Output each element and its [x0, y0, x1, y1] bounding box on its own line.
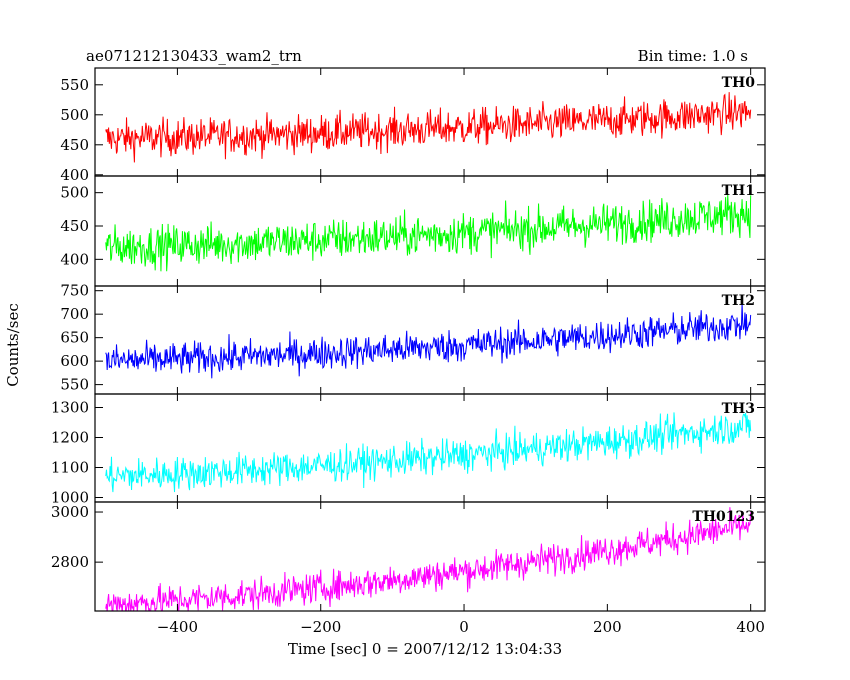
y-tick-label: 3000 [51, 503, 89, 521]
x-axis: −400 −200 0 200 400 [157, 618, 765, 636]
y-tick-label: 1100 [51, 459, 89, 477]
panel-frame [94, 501, 766, 612]
y-tick-label: 600 [60, 352, 89, 370]
y-tick-label: 650 [60, 329, 89, 347]
series-label-th1: TH1 [722, 183, 755, 199]
y-tick-label: 1300 [51, 399, 89, 417]
y-tick-label: 450 [60, 136, 89, 154]
y-tick-label: 1200 [51, 429, 89, 447]
series-line-th3 [105, 412, 752, 493]
y-tick-label: 500 [60, 106, 89, 124]
y-tick-label: 450 [60, 217, 89, 235]
x-axis-label: Time [sec] 0 = 2007/12/12 13:04:33 [288, 640, 562, 658]
chart-title: ae071212130433_wam2_trn [86, 47, 302, 65]
x-tick-label: −400 [157, 618, 198, 636]
x-tick-label: 0 [459, 618, 469, 636]
y-tick-label: 2800 [51, 553, 89, 571]
x-tick-label: −200 [300, 618, 341, 636]
x-tick-label: 200 [593, 618, 622, 636]
series-label-th3: TH3 [722, 401, 755, 417]
panel-frame [94, 285, 766, 395]
y-tick-label: 700 [60, 305, 89, 323]
y-tick-label: 400 [60, 166, 89, 184]
panel-th0123: 2800 3000 TH0123 [51, 501, 766, 612]
panel-th0: 400 450 500 550 TH0 [60, 67, 766, 184]
series-label-th0: TH0 [722, 75, 756, 91]
series-label-th2: TH2 [722, 293, 755, 309]
panels: 400 450 500 550 TH0 400 450 500 TH1 550 600 650 700 7… [51, 67, 766, 612]
y-tick-label: 550 [60, 376, 89, 394]
y-tick-label: 750 [60, 282, 89, 300]
series-line-th1 [105, 195, 752, 272]
bin-time-label: Bin time: 1.0 s [638, 47, 748, 65]
panel-frame [94, 175, 766, 287]
y-tick-label: 550 [60, 76, 89, 94]
series-line-th0 [105, 92, 752, 163]
x-tick-label: 400 [736, 618, 765, 636]
panel-th3: 1000 1100 1200 1300 TH3 [51, 393, 766, 507]
y-axis-label: Counts/sec [4, 303, 22, 387]
series-label-th0123: TH0123 [692, 509, 755, 525]
panel-th1: 400 450 500 TH1 [60, 175, 766, 287]
panel-frame [94, 393, 766, 503]
series-line-th2 [105, 302, 752, 379]
y-tick-label: 500 [60, 184, 89, 202]
panel-th2: 550 600 650 700 750 TH2 [60, 282, 766, 395]
y-tick-label: 1000 [51, 489, 89, 507]
y-tick-label: 400 [60, 250, 89, 268]
series-line-th0123 [105, 507, 752, 611]
